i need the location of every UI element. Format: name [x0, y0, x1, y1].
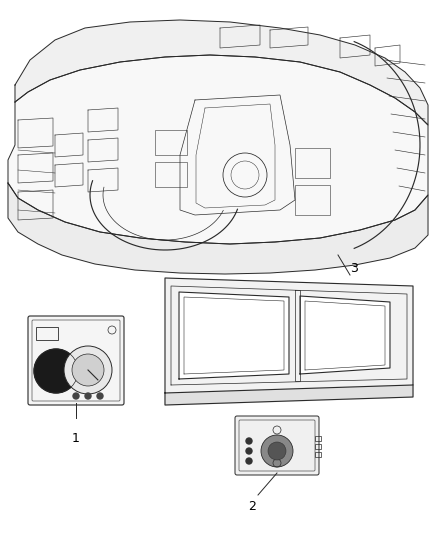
Circle shape [97, 393, 103, 399]
Circle shape [64, 346, 112, 394]
Bar [155, 162, 187, 187]
Polygon shape [165, 385, 413, 405]
Bar [36, 327, 58, 340]
Circle shape [261, 435, 293, 467]
Polygon shape [8, 183, 428, 274]
Circle shape [246, 458, 252, 464]
Polygon shape [300, 296, 390, 374]
Circle shape [85, 393, 91, 399]
Bar [315, 444, 321, 449]
Polygon shape [179, 292, 289, 379]
Bar [295, 185, 330, 215]
FancyBboxPatch shape [235, 416, 319, 475]
Circle shape [246, 438, 252, 444]
Polygon shape [15, 20, 428, 125]
Text: 3: 3 [350, 262, 358, 274]
Polygon shape [165, 278, 413, 393]
Circle shape [246, 448, 252, 454]
Circle shape [268, 442, 286, 460]
Text: 1: 1 [72, 432, 80, 445]
Bar [155, 130, 187, 155]
Circle shape [34, 349, 78, 393]
Polygon shape [8, 55, 428, 244]
Bar [315, 436, 321, 441]
FancyBboxPatch shape [28, 316, 124, 405]
Bar [315, 452, 321, 457]
Circle shape [72, 354, 104, 386]
Circle shape [73, 393, 79, 399]
Bar [295, 148, 330, 178]
Text: 2: 2 [248, 500, 256, 513]
